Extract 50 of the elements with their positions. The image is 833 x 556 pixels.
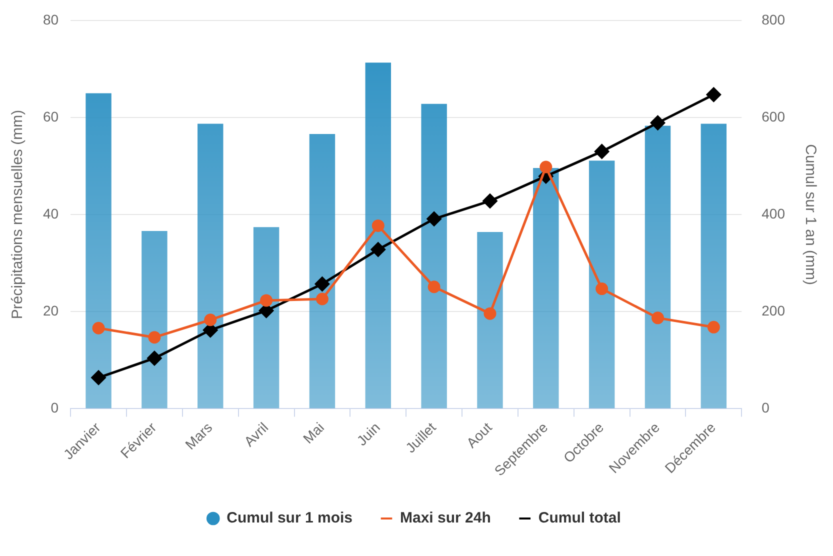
point [706, 87, 721, 102]
point [92, 322, 105, 334]
y-tick-label: 0 [50, 400, 59, 416]
point [316, 292, 328, 306]
point [652, 312, 664, 324]
y-tick-label: 80 [42, 11, 59, 28]
y-tick-label: 20 [42, 302, 59, 318]
bar [142, 231, 168, 408]
bar [309, 134, 336, 408]
bar [588, 160, 615, 408]
point [426, 212, 442, 226]
y-axis-title: Précipitations mensuelles (mm) [9, 110, 26, 320]
point [370, 242, 386, 257]
bar [86, 93, 112, 408]
point [594, 144, 610, 159]
y-tick-label: 40 [42, 205, 59, 222]
point [314, 276, 330, 292]
point [484, 307, 496, 320]
legend-label: Cumul sur 1 mois [226, 510, 352, 527]
point [428, 280, 440, 294]
point [707, 320, 720, 334]
point [372, 219, 384, 232]
bar [533, 168, 559, 408]
bar [198, 124, 224, 408]
point [260, 294, 273, 307]
bar [365, 62, 392, 408]
bar [700, 124, 727, 408]
bar [644, 126, 671, 408]
y2-tick-label: 400 [762, 205, 786, 222]
y2-axis-title: Cumul sur 1 an (mm) [802, 144, 819, 285]
point [91, 370, 106, 385]
y2-tick-label: 800 [762, 11, 786, 28]
bar [253, 227, 280, 408]
legend-label: Cumul total [538, 510, 621, 527]
point [148, 331, 161, 344]
legend-label: Maxi sur 24h [400, 510, 491, 527]
y-tick-label: 60 [42, 108, 59, 124]
y2-tick-label: 600 [762, 108, 786, 124]
point [147, 350, 162, 366]
point [540, 160, 552, 174]
x-tick-label: Mai [300, 419, 328, 446]
y2-tick-label: 0 [762, 400, 770, 416]
x-tick-label: Juin [354, 419, 383, 449]
bar [421, 104, 447, 408]
point [482, 194, 498, 208]
point [596, 282, 608, 296]
point [204, 314, 217, 326]
point [650, 116, 666, 130]
bar [477, 232, 503, 408]
y2-tick-label: 200 [762, 302, 786, 318]
